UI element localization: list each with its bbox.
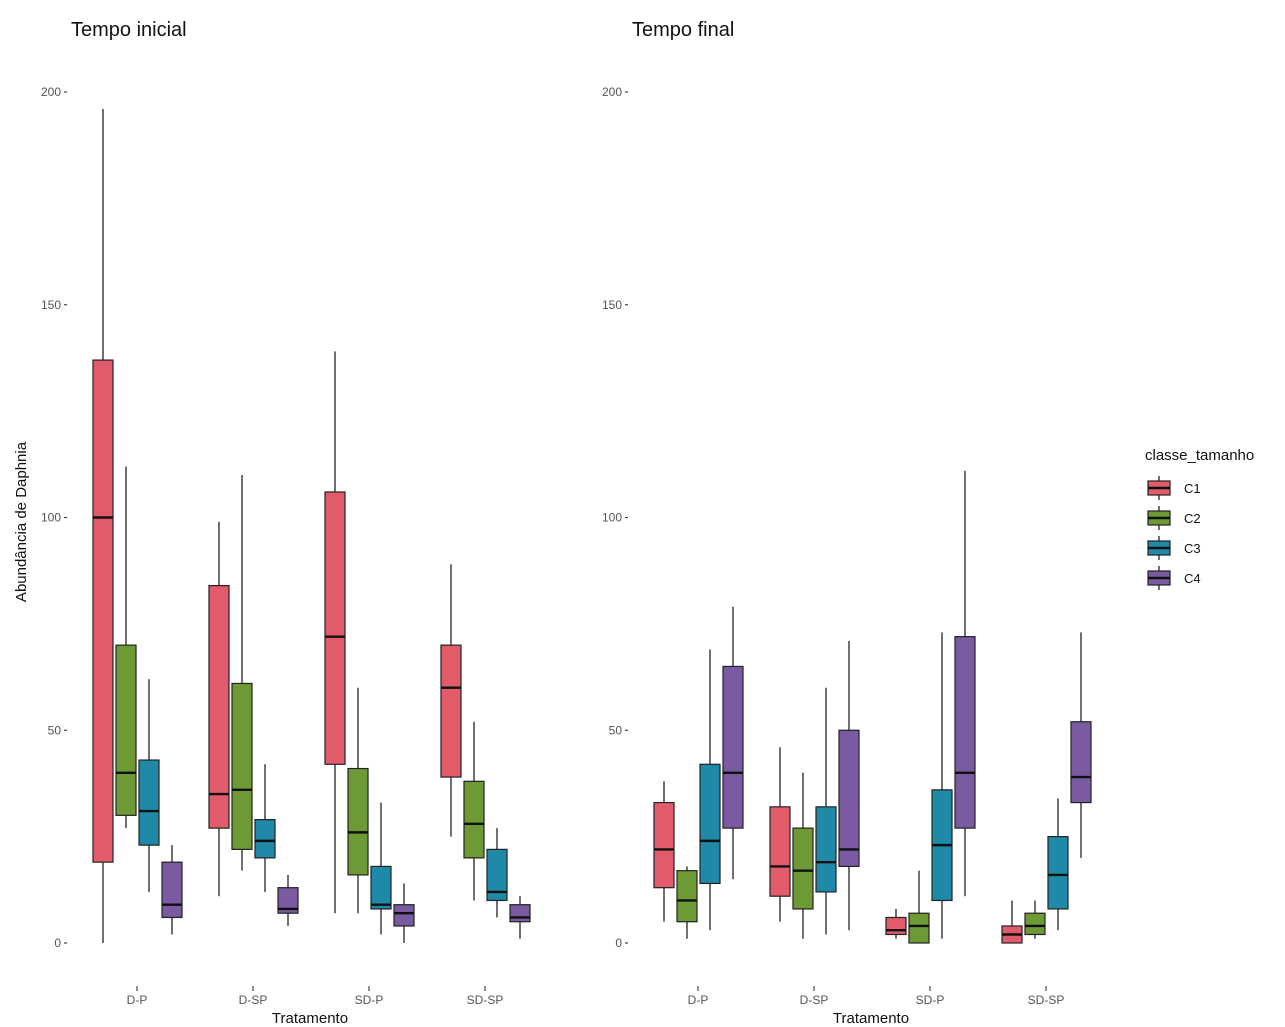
box-body: [722, 665, 744, 829]
y-tick-label: 50: [48, 723, 62, 737]
box-c3-sd-sp: [486, 828, 508, 918]
box-body: [440, 644, 462, 778]
legend-label: C3: [1184, 541, 1201, 556]
legend-label: C2: [1184, 511, 1201, 526]
x-tick-label: SD-SP: [1028, 993, 1065, 1007]
box-body: [699, 763, 721, 885]
box-c2-d-p: [115, 466, 137, 829]
box-body: [1047, 836, 1069, 910]
x-axis-title-left: Tratamento: [272, 1010, 348, 1027]
box-c1-d-p: [653, 781, 675, 922]
x-tick-label: D-P: [127, 993, 148, 1007]
box-c3-d-sp: [254, 764, 276, 892]
box-c2-sd-sp: [1024, 900, 1046, 939]
plot-layer: [92, 109, 1092, 944]
box-body: [370, 865, 392, 910]
legend-item-c4: C4: [1147, 566, 1201, 590]
box-body: [208, 584, 230, 829]
y-tick-label: 100: [602, 511, 622, 525]
y-tick-label: 100: [41, 511, 61, 525]
box-c3-d-sp: [815, 687, 837, 935]
legend-label: C1: [1184, 481, 1201, 496]
box-c1-sd-p: [885, 908, 907, 939]
box-c2-d-sp: [792, 772, 814, 939]
box-body: [486, 848, 508, 902]
x-tick-label: D-P: [688, 993, 709, 1007]
y-tick-label: 0: [615, 936, 622, 950]
box-body: [954, 636, 976, 829]
box-c3-sd-sp: [1047, 798, 1069, 931]
box-c2-sd-sp: [463, 721, 485, 901]
box-body: [463, 780, 485, 859]
y-tick-label: 150: [41, 298, 61, 312]
box-c2-d-sp: [231, 474, 253, 871]
box-c4-sd-sp: [509, 896, 531, 939]
box-body: [815, 806, 837, 893]
box-c1-sd-p: [324, 351, 346, 914]
box-body: [792, 827, 814, 910]
box-c1-d-p: [92, 109, 114, 943]
box-c3-sd-p: [370, 802, 392, 935]
legend-label: C4: [1184, 571, 1201, 586]
box-body: [1070, 721, 1092, 804]
axes-layer: 0 50 100 150 200 D-P D-SP SD-P SD-SP 0 50 100 150 200…: [41, 85, 1064, 1007]
x-tick-label: SD-P: [355, 993, 384, 1007]
y-tick-label: 150: [602, 298, 622, 312]
x-tick-label: D-SP: [800, 993, 829, 1007]
legend: classe_tamanho C1 C2 C3 C4: [1145, 447, 1254, 590]
box-body: [231, 682, 253, 850]
x-axis-title-right: Tratamento: [833, 1010, 909, 1027]
box-c1-d-sp: [769, 747, 791, 922]
box-c1-sd-sp: [440, 564, 462, 837]
box-c2-sd-p: [347, 687, 369, 914]
y-tick-label: 200: [41, 85, 61, 99]
legend-item-c1: C1: [1147, 476, 1201, 500]
box-body: [838, 729, 860, 868]
box-c4-d-sp: [838, 640, 860, 931]
x-tick-label: SD-SP: [467, 993, 504, 1007]
box-c1-sd-sp: [1001, 900, 1023, 944]
y-axis-title: Abundância de Daphnia: [13, 441, 30, 602]
y-tick-label: 0: [54, 936, 61, 950]
box-body: [885, 916, 907, 936]
x-tick-label: SD-P: [916, 993, 945, 1007]
box-body: [676, 870, 698, 923]
box-body: [509, 904, 531, 923]
box-c2-sd-p: [908, 870, 930, 944]
legend-title: classe_tamanho: [1145, 447, 1254, 464]
box-body: [769, 806, 791, 897]
box-body: [347, 767, 369, 876]
y-tick-label: 200: [602, 85, 622, 99]
box-body: [138, 759, 160, 846]
box-body: [277, 887, 299, 914]
box-body: [115, 644, 137, 816]
box-body: [393, 904, 415, 927]
box-c3-d-p: [138, 679, 160, 892]
legend-item-c3: C3: [1147, 536, 1201, 560]
panel-title-tempo-inicial: Tempo inicial: [71, 19, 187, 41]
box-c4-sd-p: [393, 883, 415, 943]
box-c3-d-p: [699, 649, 721, 931]
legend-item-c2: C2: [1147, 506, 1201, 530]
box-body: [653, 801, 675, 889]
box-c4-sd-sp: [1070, 632, 1092, 858]
box-c3-sd-p: [931, 632, 953, 939]
box-c4-d-p: [161, 845, 183, 935]
box-body: [324, 491, 346, 765]
y-tick-label: 50: [609, 723, 623, 737]
box-body: [92, 359, 114, 863]
box-body: [1024, 912, 1046, 936]
x-tick-label: D-SP: [239, 993, 268, 1007]
panel-title-tempo-final: Tempo final: [632, 19, 734, 41]
box-body: [908, 912, 930, 944]
box-c4-d-sp: [277, 874, 299, 926]
box-c4-d-p: [722, 606, 744, 880]
box-c2-d-p: [676, 866, 698, 939]
box-c4-sd-p: [954, 470, 976, 897]
box-body: [254, 819, 276, 859]
box-c1-d-sp: [208, 521, 230, 897]
box-body: [161, 861, 183, 919]
